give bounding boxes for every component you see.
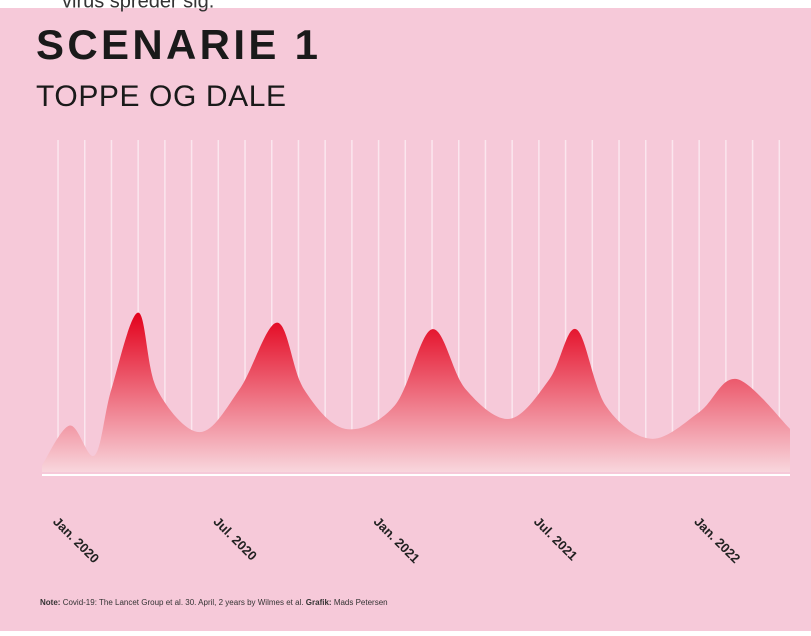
credit-label: Grafik: (306, 598, 332, 607)
credit: Mads Petersen (334, 598, 388, 607)
note-label: Note: (40, 598, 60, 607)
area (42, 312, 790, 472)
chart-title: SCENARIE 1 (36, 21, 318, 68)
top-fragment: virus spreder sig. (62, 0, 214, 12)
chart-subtitle: TOPPE OG DALE (36, 80, 286, 113)
plot (42, 312, 790, 476)
note: Note: Covid-19: The Lancet Group et al. … (40, 598, 388, 607)
note-text: Covid-19: The Lancet Group et al. 30. Ap… (63, 598, 304, 607)
